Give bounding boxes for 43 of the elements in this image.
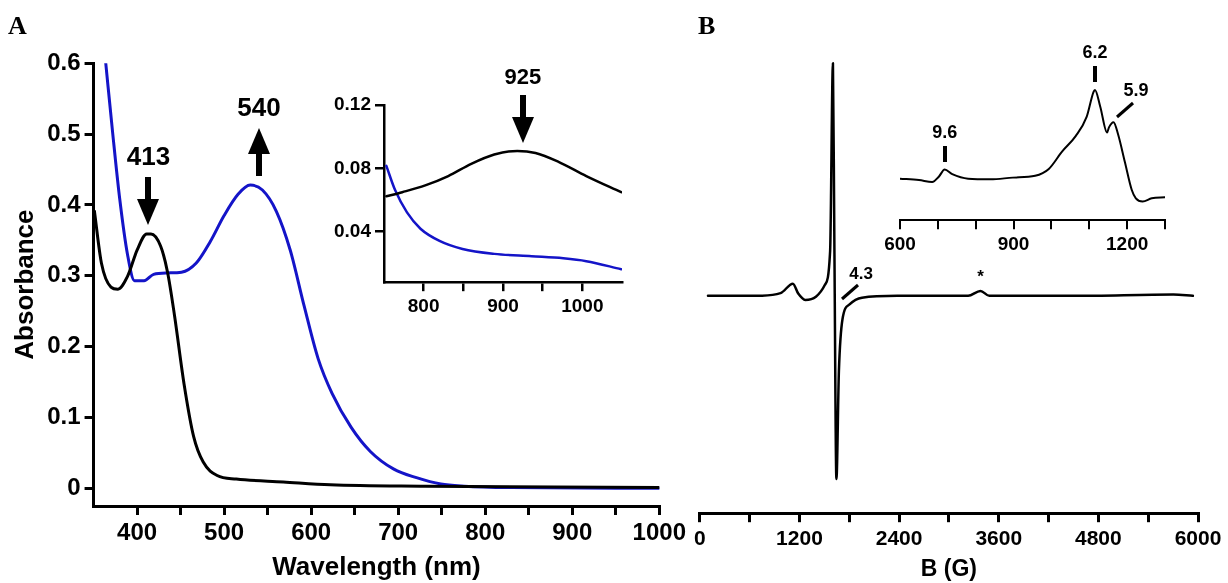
x-tick-label: 500 [204,518,245,546]
y-tick-label: 0.3 [47,260,81,288]
x-tick-label: 900 [997,232,1030,254]
annotation: 5.9 [1123,80,1149,101]
y-tick-label: 0.1 [47,402,81,430]
x-tick-label: 0 [694,525,706,549]
x-tick-label: 2400 [875,525,923,549]
annotation: 9.6 [932,121,958,142]
x-tick-label: 900 [487,294,519,316]
annotation: * [977,267,985,287]
y-axis-title: Absorbance [8,209,39,360]
x-tick-label: 800 [407,294,440,316]
x-tick-label: 700 [378,518,419,546]
x-tick-label: 3600 [975,525,1023,549]
y-tick-label: 0.2 [47,331,81,359]
y-tick-label: 0.6 [47,47,81,75]
annotation: 4.3 [849,263,873,283]
x-tick-label: 1000 [561,294,604,316]
x-tick-label: 400 [117,518,158,546]
y-tick-label: 0.12 [334,93,371,115]
y-tick-label: 0.5 [47,118,81,146]
line-series [385,164,622,271]
y-tick-label: 0.04 [334,219,372,241]
x-tick-label: 1200 [776,525,823,549]
annotation: 925 [504,63,542,89]
y-tick-label: 0.08 [334,156,371,178]
x-tick-label: 600 [884,232,916,254]
y-tick-label: 0.4 [47,189,82,217]
x-tick-label: 6000 [1174,525,1222,549]
x-axis-title: Wavelength (nm) [272,550,481,581]
chart-title: A [8,11,27,41]
x-tick-label: 1200 [1106,232,1149,254]
chart-title: B [698,11,716,41]
annotation: 6.2 [1082,41,1108,62]
y-tick-label: 0 [67,472,81,500]
x-tick-label: 900 [552,518,593,546]
x-tick-label: 4800 [1075,525,1122,549]
x-tick-label: 800 [465,518,506,546]
annotation: 540 [237,91,281,122]
annotation: 413 [126,141,171,172]
x-axis-title: B (G) [920,554,978,581]
x-tick-label: 600 [291,518,332,546]
x-tick-label: 1000 [632,518,686,546]
